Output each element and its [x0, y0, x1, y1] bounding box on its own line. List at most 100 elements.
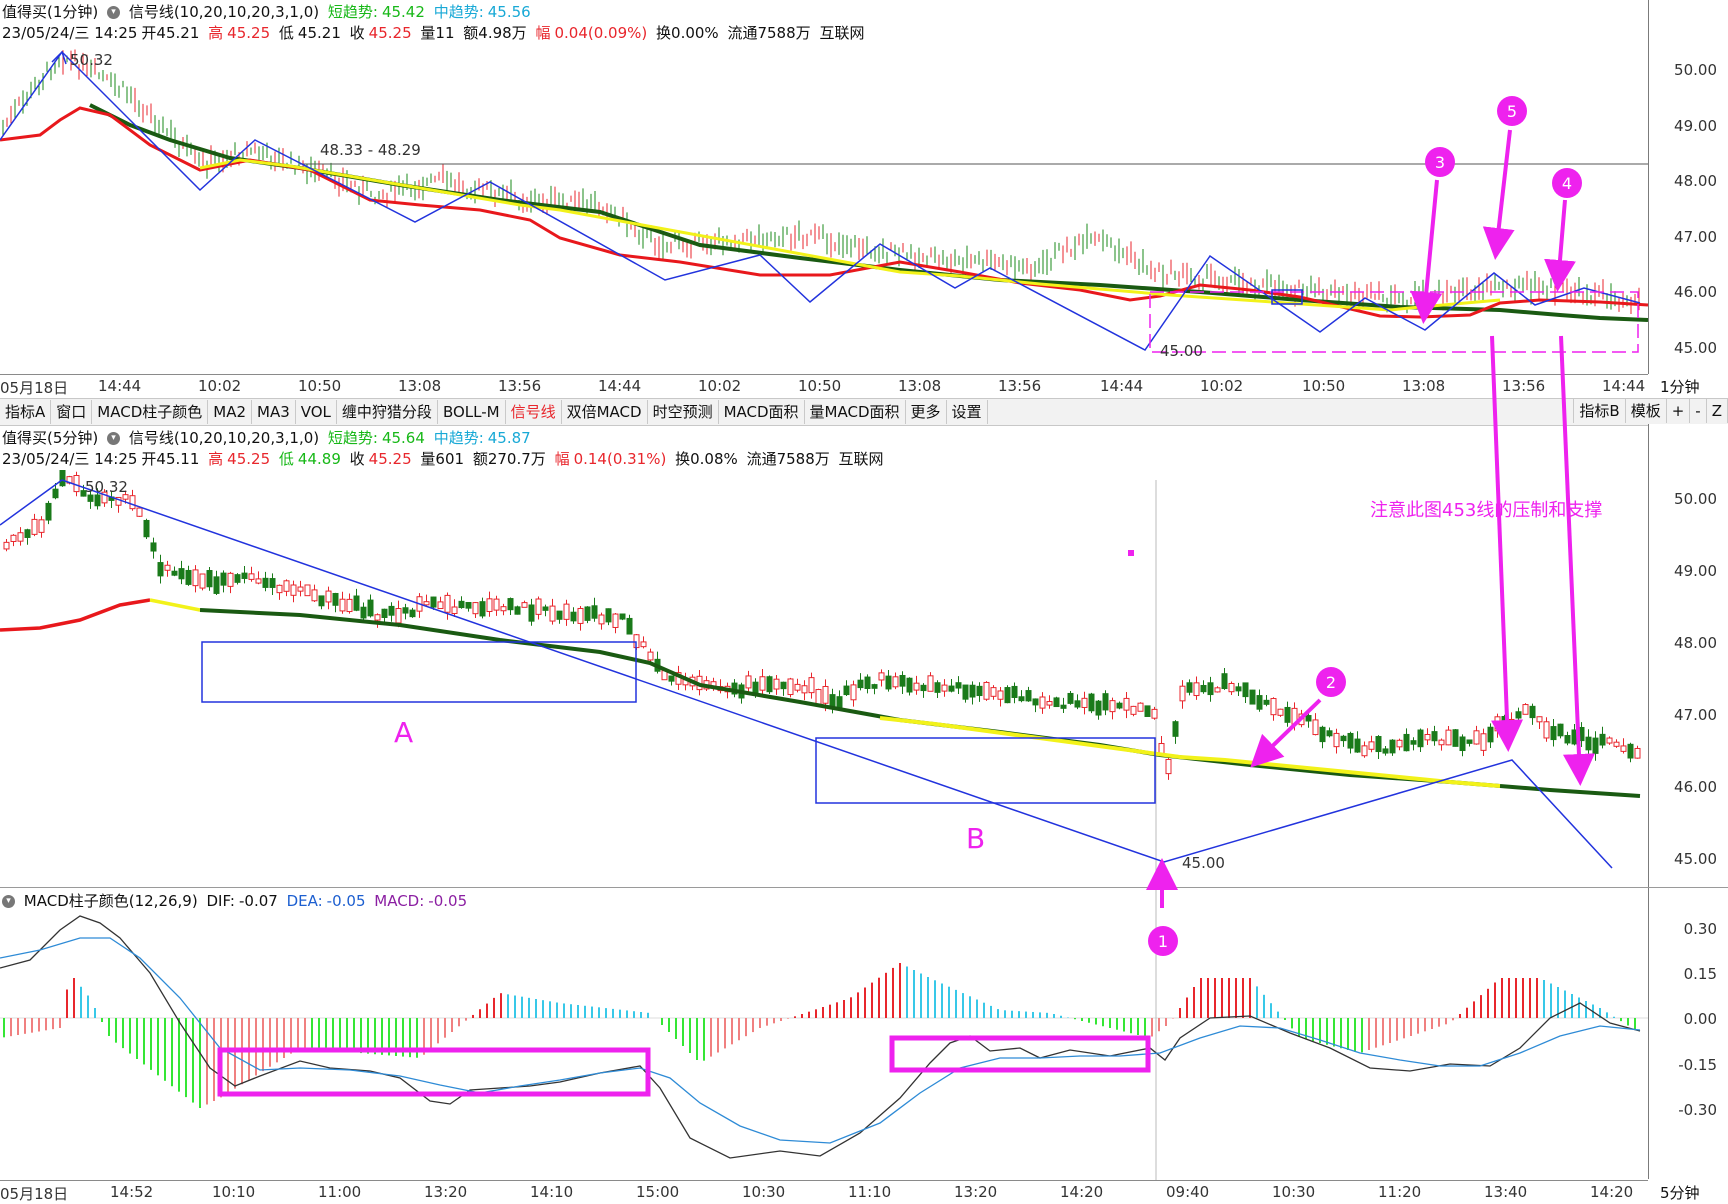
mid-candle-body — [955, 682, 962, 689]
mid-candle-body — [745, 675, 752, 689]
toolbar-item-indicator-a[interactable]: 指标A — [0, 400, 52, 424]
macd-name: MACD柱子颜色(12,26,9) — [23, 892, 198, 910]
toolbar-item-vol[interactable]: VOL — [296, 400, 337, 424]
mid-candle-body — [976, 685, 983, 697]
time-tick: 11:10 — [848, 1183, 892, 1201]
top-indicator-name: 信号线(10,20,10,20,3,1,0) — [128, 3, 320, 21]
toolbar-item-double-macd[interactable]: 双倍MACD — [562, 400, 648, 424]
toolbar-add-button[interactable]: + — [1667, 399, 1691, 423]
mid-candle-body — [836, 696, 843, 708]
mid-candle-body — [1550, 726, 1557, 741]
mid-candle-body — [311, 589, 318, 602]
mid-candle-body — [1564, 735, 1571, 744]
indicator-toggle-icon[interactable]: ▾ — [107, 6, 121, 19]
top-close: 45.25 — [368, 24, 412, 42]
toolbar-zoom-button[interactable]: Z — [1707, 399, 1728, 423]
top-period-label[interactable]: 1分钟 — [1660, 378, 1700, 396]
mid-candle-body — [395, 608, 402, 624]
annotation-note: 注意此图453线的压制和支撑 — [1370, 500, 1602, 521]
time-tick: 05月18日 — [0, 379, 69, 397]
indicator-toggle-icon[interactable]: ▾ — [2, 895, 15, 908]
mid-candle-body — [1620, 745, 1627, 752]
mid-candle-body — [38, 519, 45, 533]
mid-candle-body — [1452, 729, 1459, 747]
mid-candle-body — [10, 534, 17, 542]
toolbar-item-chan-hunting[interactable]: 缠中狩猎分段 — [337, 400, 438, 424]
mid-candle-body — [430, 596, 437, 608]
mid-candle-body — [1018, 696, 1025, 702]
mid-candle-body — [1382, 748, 1389, 754]
toolbar-remove-button[interactable]: - — [1690, 399, 1707, 423]
time-tick: 14:44 — [1602, 377, 1646, 395]
toolbar-item-settings[interactable]: 设置 — [947, 400, 988, 424]
mid-candle-body — [1144, 705, 1151, 717]
toolbar-item-time-forecast[interactable]: 时空预测 — [648, 400, 719, 424]
mid-high: 45.25 — [227, 450, 271, 468]
y-tick: 45.00 — [1674, 850, 1717, 868]
mid-candle-body — [556, 610, 563, 620]
indicator-toggle-icon[interactable]: ▾ — [107, 432, 121, 445]
toolbar-item-ma2[interactable]: MA2 — [208, 400, 252, 424]
mid-candle-body — [353, 595, 360, 611]
top-peak-label: 50.32 — [70, 51, 113, 69]
toolbar-item-signal-line[interactable]: 信号线 — [506, 400, 562, 424]
mid-zigzag-line — [0, 479, 1613, 869]
toolbar-item-template[interactable]: 模板 — [1626, 399, 1667, 423]
top-yellow-trend-line — [199, 158, 1501, 312]
time-tick: 14:20 — [1060, 1183, 1104, 1201]
top-range: 0.04(0.09%) — [554, 24, 648, 42]
mid-candle-body — [171, 570, 178, 576]
toolbar-item-macd-color[interactable]: MACD柱子颜色 — [92, 400, 209, 424]
mid-candle-body — [1354, 738, 1361, 753]
mid-candle-body — [1095, 700, 1102, 716]
toolbar-item-macd-area[interactable]: MACD面积 — [719, 400, 805, 424]
y-tick: 47.00 — [1674, 228, 1717, 246]
mid-range: 0.14(0.31%) — [573, 450, 667, 468]
time-tick: 05月18日 — [0, 1185, 69, 1203]
mid-candle-body — [1298, 713, 1305, 726]
toolbar-item-ma3[interactable]: MA3 — [252, 400, 296, 424]
mid-candle-body — [283, 580, 290, 592]
y-tick: 46.00 — [1674, 778, 1717, 796]
mid-low-label: 低 — [278, 450, 294, 468]
toolbar-item-vol-macd-area[interactable]: 量MACD面积 — [805, 400, 906, 424]
top-kline-chart[interactable]: 50.32 48.33 - 48.29 45.00 — [0, 0, 1648, 374]
macd-highlight-box-a — [217, 1047, 651, 1097]
macd-period-label[interactable]: 5分钟 — [1660, 1184, 1700, 1202]
mid-candle-body — [276, 584, 283, 594]
top-short-trend-label: 短趋势: — [327, 3, 378, 21]
top-short-trend-value: 45.42 — [381, 3, 425, 21]
mid-candle-body — [1312, 719, 1319, 736]
toolbar-item-more[interactable]: 更多 — [906, 400, 947, 424]
mid-candle-body — [801, 685, 808, 694]
macd-dea-line — [0, 937, 1641, 1144]
time-tick: 13:08 — [1402, 377, 1446, 395]
mid-candle-body — [1046, 701, 1053, 706]
mid-candle-body — [1368, 741, 1375, 750]
mid-candle-body — [934, 682, 941, 693]
mid-candle-body — [332, 592, 339, 606]
mid-candle-body — [297, 586, 304, 592]
mid-range-label: 幅 — [554, 450, 570, 468]
mid-candle-body — [528, 604, 535, 622]
toolbar-item-indicator-b[interactable]: 指标B — [1573, 399, 1626, 423]
mid-candle-body — [1508, 718, 1515, 728]
toolbar-item-window[interactable]: 窗口 — [51, 400, 93, 424]
indicator-toolbar: 指标A 窗口 MACD柱子颜色 MA2 MA3 VOL 缠中狩猎分段 BOLL-… — [0, 398, 1728, 426]
mid-candle-body — [290, 584, 297, 596]
mid-candle-body — [1179, 685, 1186, 702]
macd-histogram — [3, 963, 1636, 1108]
mid-candle-body — [1032, 698, 1039, 706]
mid-candle-body — [521, 602, 528, 608]
mid-kline-chart[interactable]: A B 50.32 45.00 注意此图453线的压制和支撑 — [0, 470, 1648, 888]
toolbar-item-boll-m[interactable]: BOLL-M — [438, 400, 506, 424]
macd-chart[interactable] — [0, 888, 1648, 1180]
mid-candle-body — [1627, 743, 1634, 759]
y-tick: 0.30 — [1683, 920, 1717, 938]
mid-candle-body — [1165, 758, 1172, 775]
mid-candle-body — [360, 606, 367, 619]
mid-candle-body — [1578, 726, 1585, 742]
mid-candle-body — [535, 598, 542, 615]
mid-indicator-name: 信号线(10,20,10,20,3,1,0) — [128, 429, 320, 447]
mid-candle-body — [143, 519, 150, 538]
